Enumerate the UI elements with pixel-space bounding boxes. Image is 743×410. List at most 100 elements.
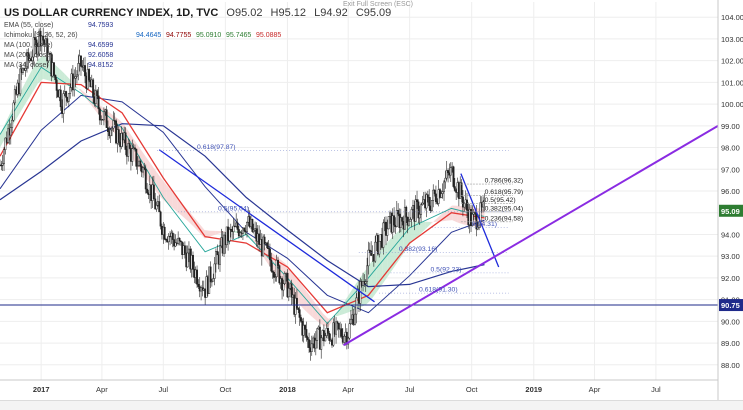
candle-up (74, 76, 77, 79)
candle-up (418, 214, 421, 219)
x-tick-label: Apr (342, 385, 354, 394)
candle-up (127, 143, 130, 157)
candle-up (407, 221, 410, 226)
exit-fullscreen-hint[interactable]: Exit Full Screen (ESC) (343, 1, 414, 8)
candle-up (441, 191, 444, 194)
fibonacci-labels: 0.786(96.32)0.618(95.79)0.5(95.42)0.382(… (157, 144, 523, 294)
candle-up (213, 263, 216, 279)
x-tick-label: 2019 (525, 385, 542, 394)
indicator-value: 94.7593 (88, 22, 114, 29)
candle-up (471, 213, 474, 227)
cloud-segment (37, 55, 44, 84)
candle-down (209, 266, 212, 283)
candle-down (159, 211, 162, 227)
open-value: O95.02 (226, 7, 263, 19)
cloud-segment (446, 205, 453, 221)
candle-up (443, 181, 445, 192)
candle-down (405, 206, 408, 218)
candle-down (55, 79, 58, 91)
candle-up (4, 137, 7, 150)
candle-down (286, 272, 289, 298)
candle-down (327, 328, 329, 334)
x-tick-label: Jul (405, 385, 415, 394)
candle-up (335, 321, 338, 335)
candle-up (62, 93, 65, 114)
last-price-badge: 95.09 (721, 207, 740, 216)
candle-up (463, 203, 466, 208)
candle-up (414, 199, 417, 222)
indicator-name: MA (34, close) (4, 62, 49, 69)
cloud-segment (414, 221, 420, 240)
candle-down (370, 250, 373, 256)
candle-down (96, 90, 99, 97)
candle-down (433, 189, 436, 195)
candle-down (401, 217, 404, 222)
candle-down (65, 91, 68, 98)
candle-up (24, 68, 27, 71)
candle-up (354, 313, 356, 325)
y-tick-label: 93.00 (721, 252, 740, 261)
candle-down (105, 109, 108, 128)
chart-drawings (0, 124, 719, 347)
candle-up (316, 328, 319, 341)
candle-down (152, 184, 155, 200)
cloud-segment (59, 68, 65, 85)
candle-down (34, 37, 37, 40)
indicator-value: 94.6599 (88, 42, 114, 49)
price-axis[interactable]: 104.00 103.00 102.00 101.00 100.00 99.00 98.00… (717, 0, 743, 400)
trendline-downtrend-2017 (158, 149, 375, 303)
candle-up (382, 222, 385, 248)
indicator-ema55[interactable]: EMA (55, close) 94.7593 (4, 21, 113, 30)
candle-up (155, 205, 158, 210)
candle-down (428, 197, 431, 207)
indicator-ma34[interactable]: MA (34, close) 94.8152 (4, 61, 113, 70)
candle-down (251, 218, 254, 232)
candle-up (367, 249, 370, 267)
y-tick-label: 97.00 (721, 165, 740, 174)
indicator-ichimoku[interactable]: Ichimoku (9, 26, 52, 26) 94.4645 94.7755… (4, 31, 281, 40)
candle-up (67, 93, 70, 102)
candle-down (336, 321, 339, 324)
candle-down (92, 79, 95, 97)
candle-up (40, 35, 43, 46)
candle-up (366, 265, 369, 282)
indicator-name: MA (100, close) (4, 42, 53, 49)
indicator-ma200[interactable]: MA (200, close) 92.6058 (4, 51, 113, 60)
candle-up (232, 225, 235, 232)
candle-down (144, 169, 147, 190)
indicator-value: 92.6058 (88, 52, 114, 59)
cloud-segment (107, 111, 114, 132)
candle-down (328, 333, 331, 341)
indicator-name: EMA (55, close) (4, 22, 54, 29)
candle-down (266, 242, 269, 249)
fib-level-label: 0.786(96.32) (485, 178, 524, 185)
bottom-toolbar[interactable] (0, 400, 743, 410)
candle-down (300, 317, 302, 322)
indicator-value: 95.0885 (256, 32, 282, 39)
candle-up (476, 227, 479, 230)
y-tick-label: 92.00 (721, 274, 740, 283)
candle-up (483, 200, 486, 202)
candle-down (197, 283, 200, 287)
candle-up (430, 200, 433, 211)
fib-level-label: 0.5(92.23) (431, 266, 462, 273)
candle-up (174, 242, 177, 247)
cloud-segment (32, 60, 38, 93)
candle-down (88, 69, 91, 81)
indicator-lines (0, 66, 485, 325)
candle-up (11, 119, 14, 128)
candle-down (267, 247, 270, 250)
fib-level-label: 0.236(94.58) (485, 215, 524, 222)
cloud-segment (220, 231, 227, 233)
candle-down (128, 143, 131, 149)
indicator-ma100[interactable]: MA (100, close) 94.6599 (4, 41, 113, 50)
candle-up (111, 127, 113, 131)
cloud-segment (16, 89, 22, 120)
candle-up (167, 235, 170, 243)
candle-up (94, 90, 97, 104)
trendline-support-uptrend (342, 124, 719, 347)
candle-up (343, 335, 346, 343)
time-axis[interactable]: 2017 Apr Jul Oct 2018 Apr Jul Oct 2019 Apr Jul (0, 379, 718, 394)
x-tick-label: Apr (589, 385, 601, 394)
